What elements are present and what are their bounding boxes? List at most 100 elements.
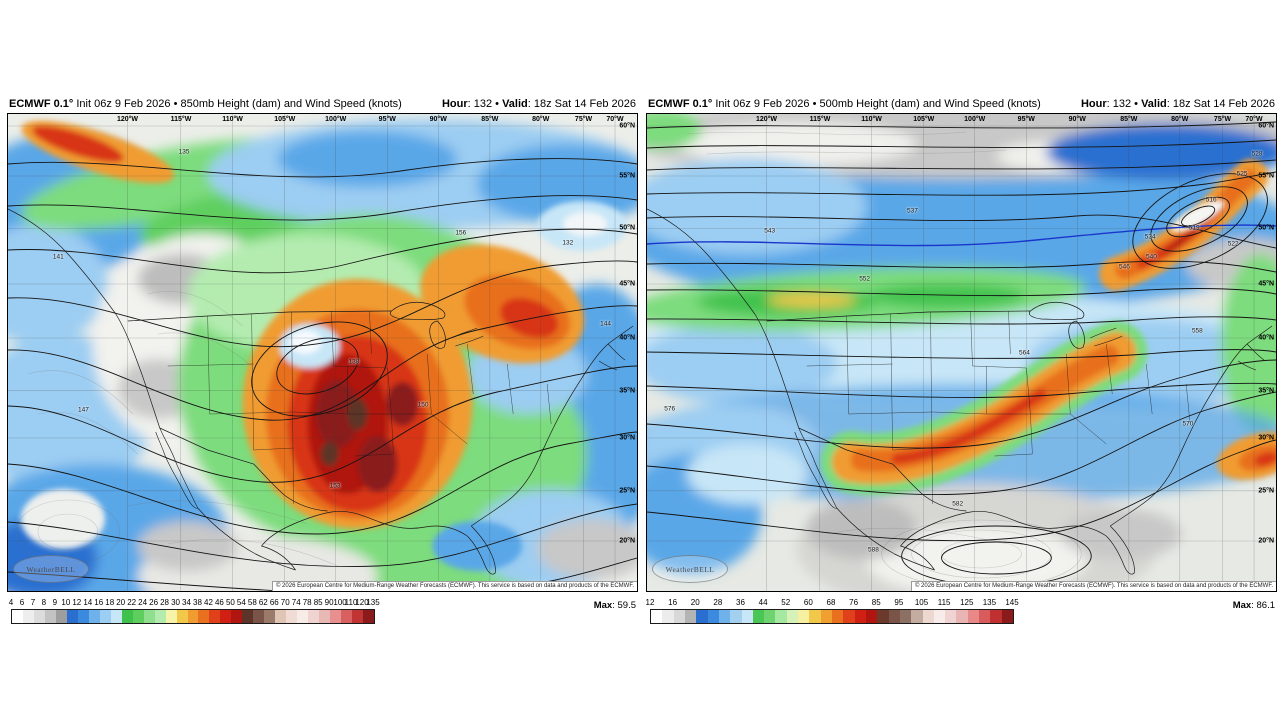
colorbar-segment	[187, 610, 199, 623]
colorbar-tick: 46	[214, 598, 224, 607]
meta-part: : 18z Sat 14 Feb 2026	[1166, 98, 1275, 110]
colorbar-segment	[319, 610, 331, 623]
map-title: ECMWF 0.1° Init 06z 9 Feb 2026 • 850mb H…	[9, 98, 402, 110]
colorbar-segment	[143, 610, 155, 623]
colorbar-segment	[798, 610, 810, 623]
colorbar-tick: 85	[313, 598, 323, 607]
meta-part: Valid	[1141, 98, 1167, 110]
colorbar-tick: 36	[736, 598, 745, 607]
colorbar-segment	[363, 610, 374, 623]
meta-part: : 132 •	[1106, 98, 1142, 110]
colorbar-tick: 105	[914, 598, 929, 607]
colorbar-segment	[843, 610, 855, 623]
colorbar-segment	[832, 610, 844, 623]
colorbar-tick: 24	[138, 598, 148, 607]
colorbar-segment	[275, 610, 287, 623]
map-title: ECMWF 0.1° Init 06z 9 Feb 2026 • 500mb H…	[648, 98, 1041, 110]
meta-part: Hour	[441, 98, 468, 110]
colorbar-tick: 100	[333, 598, 347, 607]
colorbar-segment	[12, 610, 23, 623]
colorbar-tick: 110	[344, 598, 358, 607]
colorbar-segment	[99, 610, 111, 623]
colorbar-segment	[308, 610, 320, 623]
weatherbell-watermark: WeatherBELL	[652, 555, 728, 583]
colorbar-segment	[22, 610, 34, 623]
title-part: ECMWF 0.1°	[9, 98, 74, 110]
colorbar-segment	[55, 610, 67, 623]
weatherbell-watermark: WeatherBELL	[13, 555, 89, 583]
colorbar-tick: 135	[366, 598, 380, 607]
colorbar-tick: 12	[72, 598, 82, 607]
colorbar-segment	[209, 610, 221, 623]
meta-part: Hour	[1080, 98, 1107, 110]
colorbar-tick: 90	[324, 598, 334, 607]
title-part: Init 06z 9 Feb 2026 • 850mb Height (dam)…	[73, 98, 402, 110]
colorbar-tick: 20	[116, 598, 126, 607]
colorbar-segment	[979, 610, 991, 623]
colorbar-segment	[66, 610, 78, 623]
colorbar-tick: 10	[61, 598, 71, 607]
colorbar-segment	[809, 610, 821, 623]
colorbar-500: 12 16 20 28 36 44 52 60 68 76 85 95 105 115 125 135 145 …	[646, 598, 1277, 628]
colorbar-850: 4 6 7 8 9 10 12 14 16 18 20 22 24 26 28 30 34 38 42 46 50 54 5…	[7, 598, 638, 628]
colorbar-segment	[877, 610, 889, 623]
colorbar-segment	[154, 610, 166, 623]
colorbar-tick: 120	[355, 598, 369, 607]
colorbar-segment	[899, 610, 912, 623]
colorbar-segment	[77, 610, 89, 623]
colorbar-segment	[684, 610, 697, 623]
colorbar-segment	[132, 610, 144, 623]
colorbar-500-bar	[650, 609, 1014, 624]
colorbar-segment	[967, 610, 980, 623]
colorbar-segment	[945, 610, 957, 623]
colorbar-segment	[651, 610, 663, 623]
colorbar-segment	[341, 610, 353, 623]
colorbar-segment	[764, 610, 776, 623]
map-850-graphic	[8, 114, 637, 591]
colorbar-tick: 95	[894, 598, 904, 607]
colorbar-tick: 22	[127, 598, 137, 607]
colorbar-tick: 76	[849, 598, 859, 607]
colorbar-tick: 74	[291, 598, 301, 607]
colorbar-tick: 62	[258, 598, 268, 607]
map-meta: Hour: 132 • Valid: 18z Sat 14 Feb 2026	[442, 98, 636, 110]
colorbar-segment	[121, 610, 133, 623]
colorbar-segment	[854, 610, 866, 623]
colorbar-segment	[718, 610, 731, 623]
colorbar-segment	[286, 610, 298, 623]
colorbar-segment	[933, 610, 946, 623]
colorbar-tick: 4	[8, 598, 14, 607]
colorbar-segment	[730, 610, 742, 623]
colorbar-tick: 26	[149, 598, 159, 607]
colorbar-tick: 12	[645, 598, 655, 607]
map-500-graphic	[647, 114, 1276, 591]
colorbar-tick: 38	[193, 598, 202, 607]
title-part: ECMWF 0.1°	[648, 98, 713, 110]
colorbar-500-ticks: 12 16 20 28 36 44 52 60 68 76 85 95 105 115 125 135 145	[646, 598, 1019, 607]
colorbar-segment	[220, 610, 232, 623]
colorbar-segment	[922, 610, 934, 623]
colorbar-segment	[820, 610, 832, 623]
colorbar-segment	[242, 610, 254, 623]
colorbar-850-bar	[11, 609, 375, 624]
colorbar-tick: 6	[19, 598, 25, 607]
colorbar-tick: 125	[960, 598, 974, 607]
colorbar-segment	[165, 610, 177, 623]
colorbar-tick: 16	[94, 598, 104, 607]
meta-part: Valid	[502, 98, 528, 110]
map-850mb: 120°W 115°W 110°W 105°W 100°W 95°W 90°W 85°W 80°…	[7, 113, 638, 592]
colorbar-850-ticks: 4 6 7 8 9 10 12 14 16 18 20 22 24 26 28 30 34 38 42 46 50 54 5…	[8, 598, 380, 607]
colorbar-tick: 85	[871, 598, 881, 607]
colorbar-tick: 145	[1005, 598, 1019, 607]
colorbar-tick: 7	[30, 598, 36, 607]
meta-part: : 18z Sat 14 Feb 2026	[527, 98, 636, 110]
colorbar-segment	[110, 610, 122, 623]
copyright-note: © 2026 European Centre for Medium-Range …	[910, 581, 1276, 591]
colorbar-tick: 34	[182, 598, 191, 607]
colorbar-segment	[297, 610, 309, 623]
colorbar-segment	[330, 610, 342, 623]
colorbar-segment	[88, 610, 100, 623]
colorbar-tick: 30	[171, 598, 180, 607]
panel-850mb: ECMWF 0.1° Init 06z 9 Feb 2026 • 850mb H…	[7, 95, 638, 628]
